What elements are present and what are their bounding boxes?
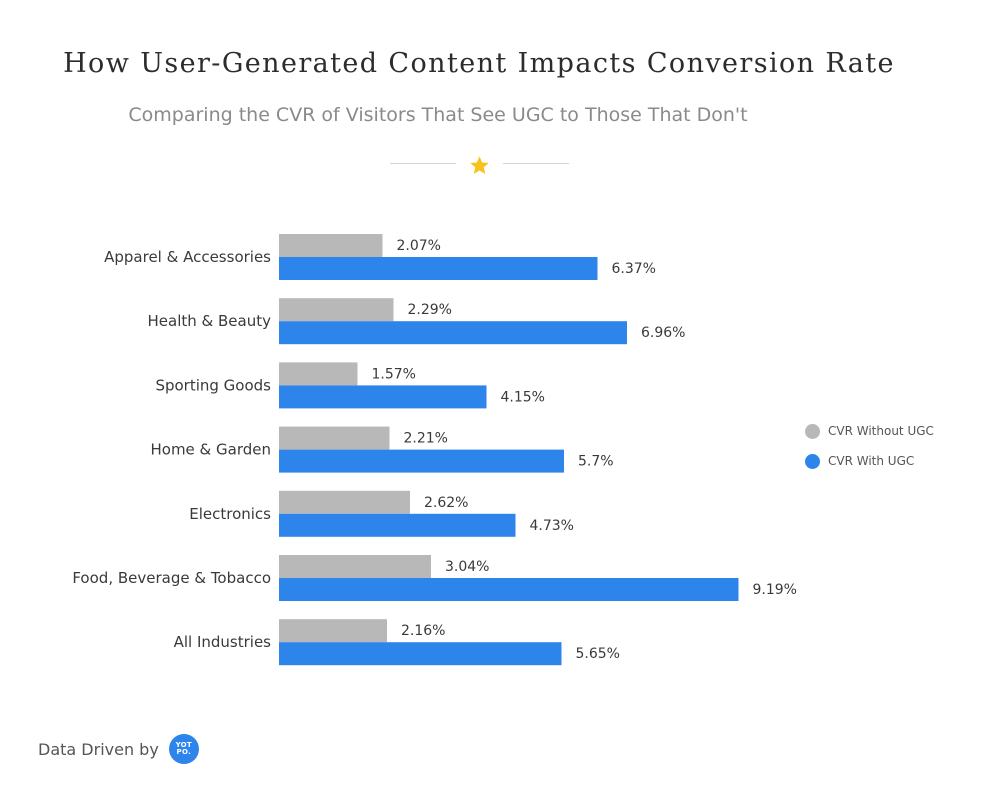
value-label-cvr-without-ugc-apparel-and-accessories: 2.07% (397, 238, 441, 254)
bar-cvr-without-ugc-apparel-and-accessories[interactable] (279, 234, 383, 257)
category-label-health-and-beauty: Health & Beauty (148, 312, 272, 330)
chart-title: How User-Generated Content Impacts Conve… (63, 48, 895, 79)
value-label-cvr-with-ugc-food-beverage-and-tobacco: 9.19% (753, 582, 797, 598)
legend-item-without-ugc[interactable]: CVR Without UGC (805, 422, 934, 440)
yotpo-logo-line1: YOT (175, 741, 193, 749)
value-label-cvr-without-ugc-health-and-beauty: 2.29% (408, 302, 452, 318)
legend-label-without-ugc: CVR Without UGC (828, 424, 934, 438)
value-label-cvr-without-ugc-home-and-garden: 2.21% (404, 431, 448, 447)
bar-cvr-without-ugc-electronics[interactable] (279, 490, 410, 514)
category-label-sporting-goods: Sporting Goods (155, 376, 271, 394)
bar-cvr-without-ugc-food-beverage-and-tobacco[interactable] (279, 555, 431, 578)
footer: Data Driven by YOT PO. (38, 734, 199, 764)
value-label-cvr-with-ugc-sporting-goods: 4.15% (501, 389, 545, 405)
legend-swatch-with-ugc (805, 453, 820, 469)
category-label-home-and-garden: Home & Garden (150, 441, 271, 459)
value-label-cvr-with-ugc-apparel-and-accessories: 6.37% (612, 261, 656, 277)
value-label-cvr-with-ugc-health-and-beauty: 6.96% (641, 325, 685, 341)
value-label-cvr-without-ugc-sporting-goods: 1.57% (372, 366, 416, 382)
value-label-cvr-with-ugc-all-industries: 5.65% (576, 646, 620, 662)
chart-legend: CVR Without UGC CVR With UGC (805, 422, 934, 482)
value-label-cvr-without-ugc-food-beverage-and-tobacco: 3.04% (445, 559, 489, 575)
bar-cvr-with-ugc-home-and-garden[interactable] (279, 449, 564, 473)
value-label-cvr-with-ugc-electronics: 4.73% (530, 518, 574, 534)
yotpo-logo[interactable]: YOT PO. (168, 734, 199, 764)
bar-cvr-with-ugc-all-industries[interactable] (279, 642, 562, 666)
legend-swatch-without-ugc (805, 423, 820, 439)
footer-text: Data Driven by (38, 739, 159, 759)
divider-right (503, 163, 569, 164)
category-label-food-beverage-and-tobacco: Food, Beverage & Tobacco (72, 569, 271, 587)
value-label-cvr-without-ugc-all-industries: 2.16% (401, 623, 445, 639)
star-icon (470, 156, 489, 174)
chart-subtitle: Comparing the CVR of Visitors That See U… (128, 104, 748, 126)
bar-cvr-with-ugc-electronics[interactable] (279, 513, 516, 537)
bar-cvr-without-ugc-health-and-beauty[interactable] (279, 298, 394, 322)
bar-cvr-without-ugc-sporting-goods[interactable] (279, 362, 358, 386)
bar-cvr-with-ugc-apparel-and-accessories[interactable] (279, 257, 598, 280)
category-label-apparel-and-accessories: Apparel & Accessories (104, 248, 271, 266)
bar-cvr-with-ugc-food-beverage-and-tobacco[interactable] (279, 578, 739, 601)
category-label-all-industries: All Industries (174, 633, 272, 651)
bar-cvr-without-ugc-all-industries[interactable] (279, 619, 387, 643)
divider-left (390, 163, 456, 164)
value-label-cvr-with-ugc-home-and-garden: 5.7% (578, 454, 614, 470)
value-label-cvr-without-ugc-electronics: 2.62% (424, 495, 468, 511)
legend-label-with-ugc: CVR With UGC (828, 454, 915, 468)
bar-cvr-without-ugc-home-and-garden[interactable] (279, 426, 390, 450)
bar-cvr-with-ugc-sporting-goods[interactable] (279, 385, 487, 409)
legend-item-with-ugc[interactable]: CVR With UGC (805, 452, 934, 470)
bar-cvr-with-ugc-health-and-beauty[interactable] (279, 321, 627, 345)
yotpo-logo-line2: PO. (176, 748, 192, 756)
category-label-electronics: Electronics (189, 505, 271, 523)
